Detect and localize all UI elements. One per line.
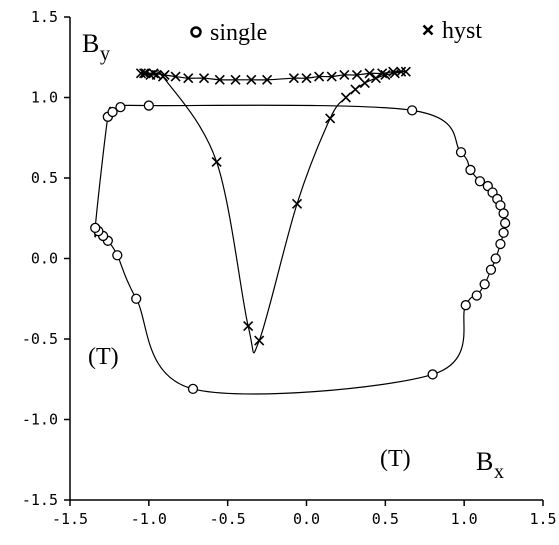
marker [135,68,147,79]
marker [498,227,509,238]
marker [246,74,257,85]
marker [148,68,159,79]
y-tick-label: 1.0 [31,89,58,107]
x-tick-label: -1.5 [52,510,88,528]
marker [131,293,142,304]
marker [90,222,101,234]
marker [500,217,511,229]
marker [159,69,170,81]
legend-label: single [210,20,267,46]
y-tick-label: -1.5 [22,491,58,509]
marker [460,300,471,311]
marker [427,369,438,380]
marker [495,238,506,250]
marker [187,383,199,395]
marker [198,73,210,84]
marker [377,68,388,79]
marker [115,102,126,113]
marker [359,77,370,89]
marker [183,73,194,84]
marker [406,105,418,116]
x-tick-label: -0.5 [210,510,246,528]
marker [455,147,467,158]
legend-marker [190,26,202,38]
marker [380,69,391,81]
x-tick-label: 1.5 [529,510,556,528]
marker [339,69,350,81]
x-label: B [476,447,493,476]
marker [230,74,241,85]
marker [388,66,399,77]
x-label-sub: x [494,461,504,483]
marker [485,264,497,275]
x-tick-label: -1.0 [131,510,167,528]
marker [370,73,381,84]
marker [490,253,501,264]
legend-label: hyst [442,18,482,44]
marker [364,68,375,79]
y-tick-label: 0.5 [31,169,58,187]
marker [479,279,490,290]
marker [474,176,486,187]
marker [471,290,482,301]
series-line [140,69,407,354]
marker [143,100,154,111]
marker [243,321,254,332]
marker [254,335,265,346]
marker [325,113,336,124]
x-tick-label: 0.5 [372,510,399,528]
annotation: (T) [88,344,119,370]
y-tick-label: -1.0 [22,411,58,429]
y-tick-label: 1.5 [31,8,58,26]
marker [326,71,337,82]
marker [498,208,509,219]
x-tick-label: 1.0 [451,510,478,528]
marker [288,73,299,84]
marker [211,156,222,167]
marker [139,68,150,79]
legend-marker [422,24,434,36]
marker [151,69,162,81]
y-tick-label: 0.0 [31,250,58,268]
marker [107,106,118,118]
marker [396,66,407,77]
marker [314,71,325,82]
y-tick-label: -0.5 [22,330,58,348]
marker [350,84,361,95]
marker [170,71,181,82]
marker [351,69,363,81]
series-line [94,104,506,395]
x-tick-label: 0.0 [293,510,320,528]
annotation: (T) [380,446,411,472]
marker [301,73,312,84]
marker [465,164,476,176]
marker [291,198,303,209]
marker [214,74,225,85]
marker [262,74,273,85]
y-label-sub: y [100,43,110,65]
marker [112,250,123,261]
y-label: B [82,29,99,58]
marker [340,92,351,103]
marker [400,66,411,77]
